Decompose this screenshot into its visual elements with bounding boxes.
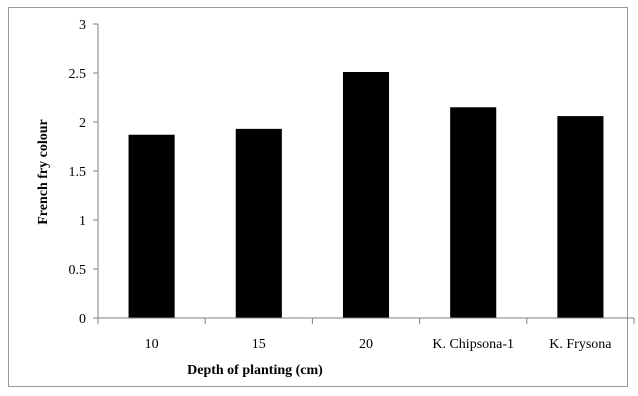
- bars-layer: [128, 72, 604, 319]
- y-tick-label-3: 1.5: [69, 165, 87, 180]
- x-tick-label-1: 15: [252, 337, 266, 352]
- y-tick-label-1: 0.5: [69, 263, 87, 278]
- axes-layer: [93, 23, 635, 324]
- bar-3: [450, 107, 497, 318]
- y-tick-label-4: 2: [79, 116, 86, 131]
- y-tick-label-5: 2.5: [69, 67, 87, 82]
- x-tick-label-2: 20: [359, 337, 373, 352]
- y-axis-title: French fry colour: [36, 119, 51, 225]
- bar-2: [342, 72, 390, 319]
- x-tick-label-4: K. Frysona: [549, 337, 612, 352]
- x-tick-label-0: 10: [145, 337, 159, 352]
- bar-0: [128, 134, 175, 318]
- x-tick-label-3: K. Chipsona-1: [432, 337, 514, 352]
- y-tick-label-2: 1: [79, 214, 86, 229]
- x-axis-title: Depth of planting (cm): [187, 363, 323, 378]
- y-tick-label-6: 3: [79, 18, 86, 33]
- labels-layer: 0 0.5 1 1.5 2 2.5 3 10 15 20 K. Chipsona-1 K. Fryso…: [69, 18, 613, 352]
- bar-1: [235, 128, 282, 318]
- bar-4: [557, 116, 604, 319]
- chart-frame: [8, 7, 628, 387]
- y-tick-label-0: 0: [79, 312, 86, 327]
